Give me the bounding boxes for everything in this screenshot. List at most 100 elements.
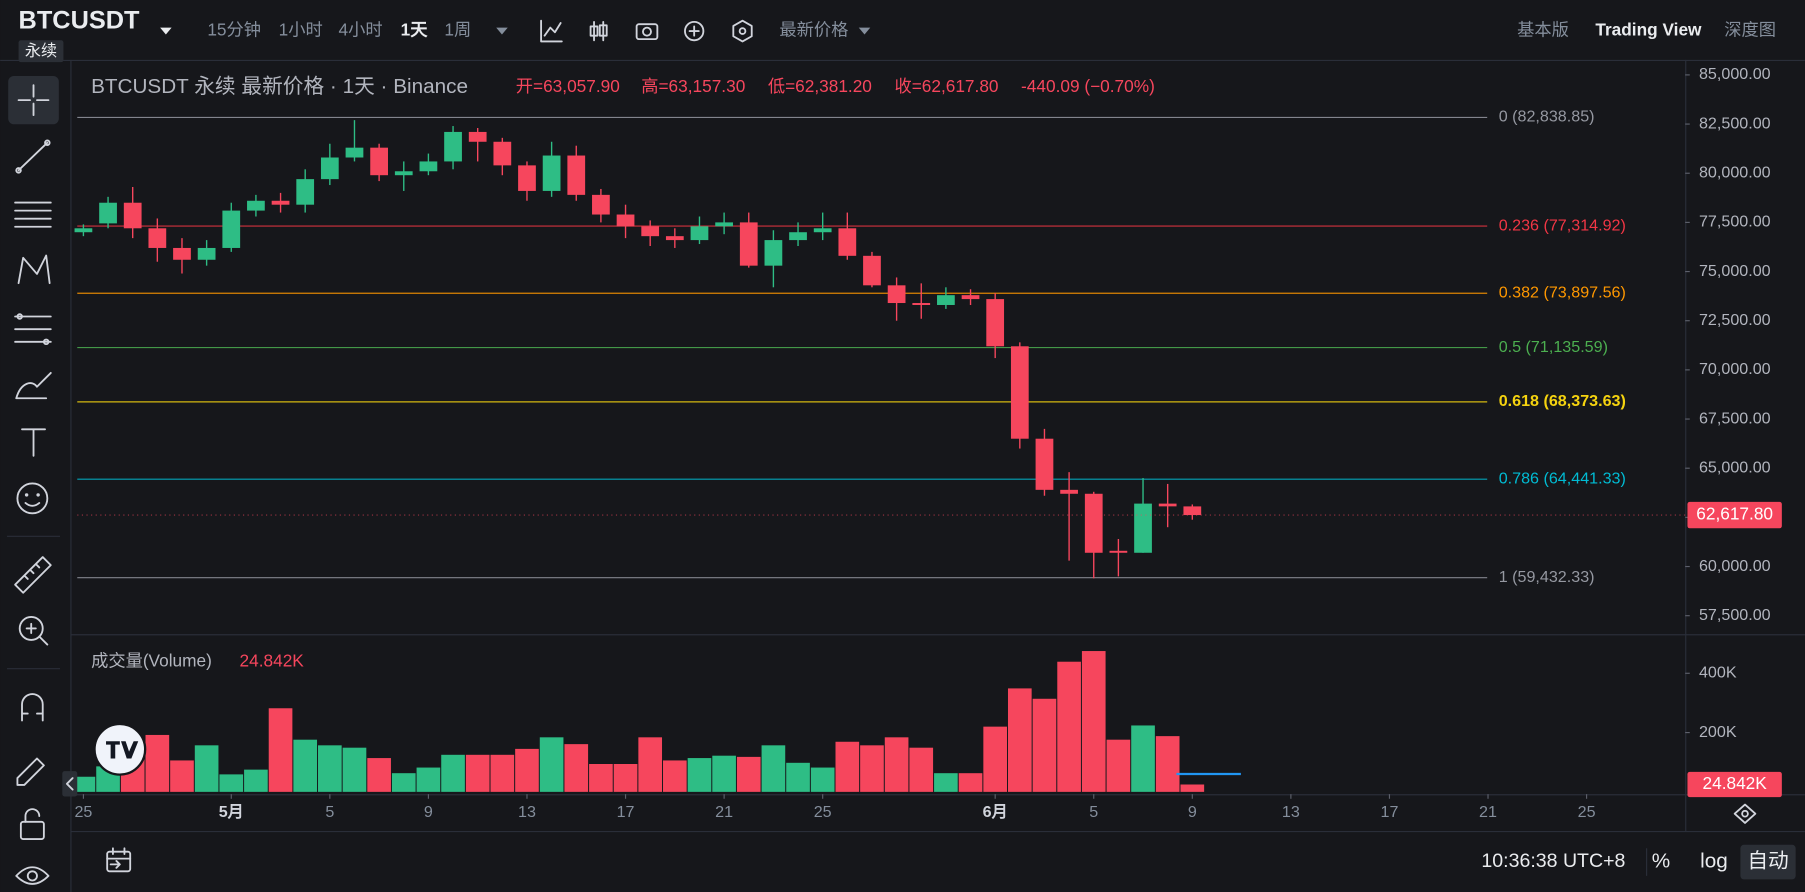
x-tick-label: 25 (74, 803, 92, 821)
interval-button[interactable]: 4小时 (339, 20, 383, 40)
add-icon[interactable] (684, 20, 705, 42)
pattern-tool[interactable] (17, 254, 51, 285)
candle-body (1134, 503, 1152, 553)
volume-bar (268, 708, 293, 792)
scroll-left[interactable] (62, 771, 78, 797)
x-tick-label: 13 (518, 803, 536, 821)
x-tick-label: 25 (814, 803, 832, 821)
contract-badge: 永续 (25, 42, 57, 60)
candle-body (173, 247, 191, 260)
candle-body (1183, 506, 1202, 516)
volume-bar (736, 756, 761, 792)
trendline-tool[interactable] (15, 139, 51, 174)
interval-button[interactable]: 15分钟 (207, 20, 261, 40)
volume-legend-value: 24.842K (240, 650, 305, 670)
lock-drawing-tool[interactable] (16, 757, 45, 786)
hlines-tool[interactable] (14, 201, 52, 228)
legend-ohlc: 高=63,157.30 (641, 76, 745, 96)
scale-button[interactable]: % (1652, 850, 1670, 873)
y-tick-label: 72,500.00 (1699, 311, 1771, 329)
visibility-tool[interactable] (15, 866, 50, 885)
reset-axis-icon[interactable] (1733, 803, 1757, 824)
volume-bar (1057, 661, 1081, 792)
view-button[interactable]: Trading View (1595, 20, 1702, 40)
volume-bar (219, 774, 244, 792)
fib-level-label: 0.382 (73,897.56) (1499, 283, 1626, 301)
volume-bar (342, 747, 367, 792)
candle-body (148, 228, 167, 248)
settings-icon[interactable] (732, 19, 753, 43)
legend-ohlc: 开=63,057.90 (516, 76, 620, 96)
candle-body (518, 165, 536, 191)
symbol-dropdown[interactable] (160, 27, 172, 35)
volume-bar (367, 758, 391, 792)
volume-bar (1155, 736, 1180, 792)
y-tick-label: 57,500.00 (1699, 606, 1771, 624)
lock-tool[interactable] (19, 808, 45, 840)
interval-button[interactable]: 1周 (444, 20, 471, 40)
volume-y-tick-label: 400K (1699, 664, 1737, 682)
y-tick-label: 82,500.00 (1699, 114, 1771, 132)
candle-body (320, 157, 339, 180)
candle-type-icon[interactable] (589, 20, 608, 42)
symbol[interactable]: BTCUSDT (19, 7, 140, 35)
volume-bar (244, 769, 268, 792)
candle-body (1035, 438, 1054, 490)
emoji-tool[interactable] (16, 482, 49, 515)
volume-bar (293, 739, 318, 792)
crosshair-tool[interactable] (17, 84, 50, 117)
magnet-tool[interactable] (21, 693, 44, 722)
zoom-tool[interactable] (18, 615, 49, 646)
last-price-badge (1687, 501, 1782, 529)
candle-body (99, 202, 117, 224)
price-type[interactable]: 最新价格 (779, 20, 848, 40)
y-tick-label: 77,500.00 (1699, 213, 1771, 231)
x-tick-label: 5 (1089, 803, 1098, 821)
scale-button[interactable]: log (1700, 850, 1728, 873)
x-tick-label: 17 (1380, 803, 1398, 821)
interval-dropdown[interactable] (496, 27, 508, 35)
volume-bar (1081, 651, 1106, 792)
snapshot-icon[interactable] (635, 23, 659, 41)
candle-body (986, 299, 1005, 347)
text-tool[interactable] (21, 428, 46, 457)
interval-button[interactable]: 1小时 (279, 20, 323, 40)
fib-level-label: 0.618 (68,373.63) (1499, 392, 1626, 410)
ruler-tool[interactable] (14, 556, 52, 594)
x-tick-label: 6月 (983, 803, 1008, 821)
candle-body (222, 210, 241, 248)
brush-tool[interactable] (15, 371, 52, 400)
candle-body (1109, 550, 1128, 553)
legend-ohlc: 收=62,617.80 (894, 76, 998, 96)
view-button[interactable]: 基本版 (1517, 20, 1569, 40)
price-type-dropdown[interactable] (858, 27, 871, 35)
y-tick-label: 75,000.00 (1699, 262, 1771, 280)
x-tick-label: 9 (424, 803, 433, 821)
x-tick-label: 21 (1479, 803, 1497, 821)
volume-bar (145, 734, 170, 792)
candle-body (961, 295, 980, 300)
candle-body (912, 303, 931, 305)
volume-bar (712, 755, 736, 792)
scale-button[interactable]: 自动 (1747, 850, 1788, 873)
volume-bar (170, 760, 194, 792)
candle-body (616, 214, 635, 227)
interval-button[interactable]: 1天 (401, 20, 429, 40)
volume-bar (515, 748, 539, 792)
candle-body (493, 141, 512, 166)
x-tick-label: 17 (617, 803, 635, 821)
date-range-icon[interactable] (106, 847, 132, 873)
tv-logo[interactable] (93, 722, 147, 776)
fib-tool[interactable] (14, 313, 52, 346)
indicator-icon[interactable] (540, 19, 563, 43)
view-button[interactable]: 深度图 (1724, 20, 1776, 40)
tv-logo-mark (106, 741, 139, 759)
candle-body (419, 161, 438, 172)
legend-change: -440.09 (−0.70%) (1021, 76, 1155, 96)
candle-body (764, 240, 783, 266)
volume-bar (1131, 725, 1155, 792)
candle-body (863, 255, 881, 286)
volume-bar (687, 758, 712, 792)
candle-body (394, 171, 413, 176)
